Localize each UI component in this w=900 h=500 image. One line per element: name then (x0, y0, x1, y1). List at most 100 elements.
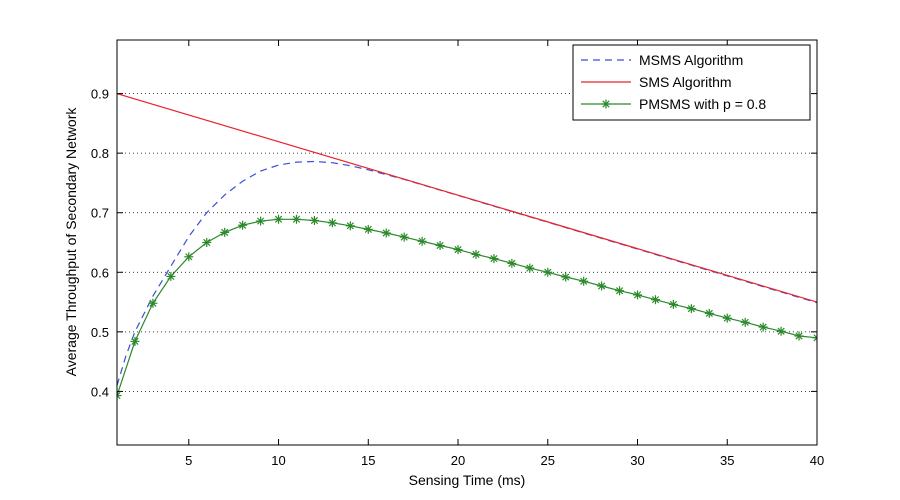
star-stroke (508, 259, 516, 267)
data-point (543, 267, 553, 277)
data-point (668, 299, 678, 309)
star-stroke (454, 246, 462, 254)
star-stroke (813, 336, 817, 342)
data-point (381, 228, 391, 238)
data-point (399, 232, 409, 242)
series-line-3 (117, 218, 817, 396)
data-point (507, 258, 517, 268)
series-line-2 (117, 93, 817, 303)
data-point (633, 290, 643, 300)
x-tick-label: 35 (720, 453, 734, 468)
star-stroke (544, 268, 552, 276)
star-stroke (777, 327, 785, 335)
star-stroke (346, 222, 354, 230)
star-stroke (615, 287, 624, 295)
star-stroke (256, 217, 265, 225)
y-tick-label: 0.7 (91, 206, 109, 221)
data-point (309, 215, 319, 225)
data-point (417, 236, 427, 246)
y-tick-label: 0.6 (91, 265, 109, 280)
star-stroke (562, 273, 570, 281)
plot-frame (116, 39, 818, 446)
data-point (117, 391, 122, 401)
star-stroke (274, 215, 283, 223)
star-stroke (580, 277, 588, 285)
star-stroke (759, 323, 767, 331)
data-point (202, 238, 212, 247)
legend-label-3: PMSMS with p = 0.8 (639, 96, 766, 112)
star-stroke (723, 314, 731, 322)
star-stroke (598, 282, 606, 290)
star-stroke (203, 238, 211, 247)
x-tick-label: 30 (630, 453, 644, 468)
y-tick-label: 0.9 (91, 87, 109, 102)
star-stroke (705, 309, 713, 317)
grid-lines (117, 93, 817, 392)
x-tick-label: 15 (361, 453, 375, 468)
data-point (363, 224, 373, 234)
data-point (453, 245, 463, 255)
star-stroke (472, 250, 480, 259)
data-point (794, 331, 804, 341)
x-tick-label: 5 (185, 453, 192, 468)
data-point (525, 263, 535, 273)
star-stroke (418, 237, 426, 245)
star-stroke (687, 305, 695, 313)
star-stroke (526, 264, 534, 272)
data-point (597, 281, 607, 291)
star-stroke (328, 219, 336, 227)
data-point (148, 298, 158, 308)
data-point (812, 333, 817, 343)
y-axis-label: Average Throughput of Secondary Network (63, 107, 79, 377)
data-point (650, 295, 660, 305)
data-point (776, 326, 786, 336)
data-point (184, 252, 194, 262)
legend-label-1: MSMS Algorithm (639, 52, 743, 68)
legend-label-2: SMS Algorithm (639, 74, 732, 90)
data-point (740, 317, 750, 327)
data-point (758, 322, 768, 332)
data-point (471, 249, 481, 259)
data-point (327, 218, 337, 228)
series-layer (117, 93, 817, 401)
star-stroke (149, 299, 157, 307)
x-tick-label: 40 (810, 453, 824, 468)
star-stroke (117, 394, 121, 400)
x-axis-label: Sensing Time (ms) (409, 472, 526, 488)
data-point (579, 276, 589, 286)
star-stroke (364, 225, 372, 234)
data-point (704, 308, 714, 318)
star-stroke (490, 254, 498, 263)
star-stroke (292, 215, 301, 223)
x-tick-label: 25 (541, 453, 555, 468)
data-point (166, 271, 176, 281)
star-stroke (310, 216, 319, 225)
data-point (220, 227, 230, 237)
star-stroke (185, 253, 193, 261)
data-point (561, 272, 571, 282)
data-point (686, 304, 696, 314)
data-point (615, 286, 625, 296)
legend: MSMS Algorithm SMS Algorithm PMSMS with p … (572, 44, 811, 121)
star-stroke (741, 318, 749, 326)
y-tick-label: 0.5 (91, 325, 109, 340)
axis-ticks: 0.4 0.5 0.6 0.7 0.8 0.9 5 10 15 20 25 30 35 40 (91, 40, 824, 468)
star-stroke (813, 334, 817, 339)
data-point (256, 216, 266, 226)
data-point (130, 336, 140, 346)
star-stroke (117, 391, 121, 397)
star-stroke (131, 337, 139, 345)
star-stroke (239, 221, 247, 229)
star-stroke (651, 296, 660, 304)
y-tick-label: 0.8 (91, 146, 109, 161)
star-stroke (436, 241, 444, 250)
data-point (722, 313, 732, 323)
star-stroke (400, 233, 408, 241)
star-stroke (633, 291, 642, 299)
data-point (291, 214, 301, 224)
star-stroke (602, 100, 610, 108)
star-stroke (221, 228, 229, 236)
data-point (435, 240, 445, 250)
y-tick-label: 0.4 (91, 384, 109, 399)
